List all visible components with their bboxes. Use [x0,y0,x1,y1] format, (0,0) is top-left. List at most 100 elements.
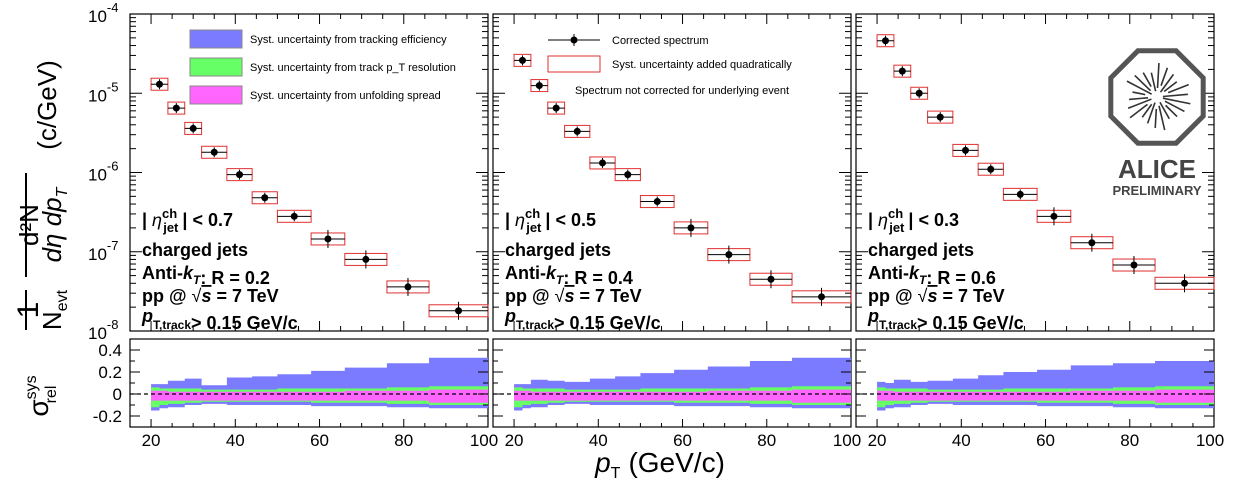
info-eta-cut: | ηch jet | < 0.5 [505,206,596,235]
y-axis-label-numerator: d²N [14,204,44,246]
info-eta-value: < 0.5 [555,210,596,230]
data-point [455,307,463,315]
data-point [210,148,218,156]
info-eta-value: < 0.3 [918,210,959,230]
y-axis-label-evt: Nevt [37,289,71,330]
info-pp-energy: pp @ √s = 7 TeV [868,286,1005,306]
data-point [155,80,163,88]
x-tick-label: 100 [1196,431,1224,450]
legend-marker-corrected [570,36,578,44]
y-axis-label-denominator: dη dpT [37,186,71,262]
x-tick-label: 40 [952,431,971,450]
alice-logo-ray [1158,105,1166,131]
data-point [1050,212,1058,220]
x-tick-label: 100 [470,431,498,450]
x-tick-label: 100 [833,431,861,450]
alice-logo-ray [1160,67,1169,86]
legend-label-tracking: Syst. uncertainty from tracking efficien… [250,34,447,46]
x-tick-label: 80 [394,431,413,450]
legend-swatch-unfolding [189,85,243,105]
data-point [1181,279,1189,287]
data-point [362,255,370,263]
info-anti-kt: Anti-kT: R = 0.2 [142,263,270,288]
legend-swatch-resolution [189,57,243,77]
y-axis-title: 1 Nevt d²N dη dpT (c/GeV) [12,60,71,330]
data-point [1088,239,1096,247]
x-tick-label: 40 [589,431,608,450]
data-point [1130,261,1138,269]
ratio-tick-label: -0.2 [93,407,122,426]
legend-box-syst [547,55,601,73]
info-charged-jets: charged jets [142,240,248,260]
alice-logo-ray [1126,80,1153,95]
alice-logo-ray [1159,73,1175,93]
x-tick-label: 80 [1120,431,1139,450]
alice-logo: ALICE PRELIMINARY [1108,48,1206,198]
ratio-tick-label: 0 [113,385,122,404]
alice-logo-ray [1167,83,1189,94]
alice-logo-subtitle: PRELIMINARY [1112,183,1201,198]
alice-logo-ray [1134,74,1152,92]
info-charged-jets: charged jets [868,240,974,260]
alice-logo-ray [1142,72,1152,87]
info-pt-value: > 0.15 GeV/c [554,313,661,333]
legend-systematics: Syst. uncertainty from tracking efficien… [189,29,456,105]
info-charged-jets: charged jets [505,240,611,260]
data-point [552,104,560,112]
data-point [599,159,607,167]
data-point [624,171,632,179]
info-pt-value: > 0.15 GeV/c [191,313,298,333]
x-tick-label: 20 [868,431,887,450]
x-tick-label: 20 [142,431,161,450]
data-point [898,67,906,75]
data-point [987,165,995,173]
info-pt-track-cut: pT,track> 0.15 GeV/c [867,306,1024,333]
ratio-tick-label: 0.2 [98,363,122,382]
data-point [881,37,889,45]
x-tick-label: 80 [757,431,776,450]
info-anti-kt: Anti-kT: R = 0.4 [505,263,633,288]
info-eta-cut: | ηch jet | < 0.3 [868,206,959,235]
alice-logo-ray [1141,103,1153,118]
info-pt-track-cut: pT,track> 0.15 GeV/c [504,306,661,333]
info-pt-value: > 0.15 GeV/c [917,313,1024,333]
data-point [962,146,970,154]
data-point [518,56,526,64]
x-tick-label: 40 [226,431,245,450]
legend-label-syst: Syst. uncertainty added quadratically [612,59,792,71]
ratio-tick-label: 0.4 [98,341,122,360]
alice-logo-ray [1150,72,1157,92]
alice-logo-name: ALICE [1118,154,1196,184]
data-point [290,212,298,220]
data-point [172,104,180,112]
data-point [767,275,775,283]
x-tick-label: 60 [673,431,692,450]
info-pp-energy: pp @ √s = 7 TeV [142,286,279,306]
y-axis-label-prefix: 1 [12,302,45,319]
band-unfolding-spread [877,389,1214,403]
y-tick-label: 10-4 [88,0,118,26]
data-point [936,113,944,121]
alice-logo-ray [1129,96,1149,101]
y-tick-label: 10-5 [88,79,118,105]
y-tick-label: 10-8 [88,317,118,343]
data-point [653,198,661,206]
data-point [189,124,197,132]
x-tick-label: 60 [310,431,329,450]
alice-logo-ray [1164,100,1185,113]
alice-logo-ray [1162,97,1191,105]
data-point [324,235,332,243]
info-r-value: : R = 0.6 [926,268,996,288]
data-point [236,171,244,179]
alice-logo-ray [1132,91,1146,96]
alice-logo-ray [1127,98,1152,109]
data-point [404,283,412,291]
legend-label-unfolding: Syst. uncertainty from unfolding spread [250,90,441,102]
info-r-value: : R = 0.2 [200,268,270,288]
info-eta-cut: | ηch jet | < 0.7 [142,206,233,235]
x-axis-title: pT (GeV/c) [594,447,725,481]
legend-label-corrected: Corrected spectrum [612,35,709,47]
x-tick-label: 20 [505,431,524,450]
legend-swatch-tracking [189,29,243,49]
